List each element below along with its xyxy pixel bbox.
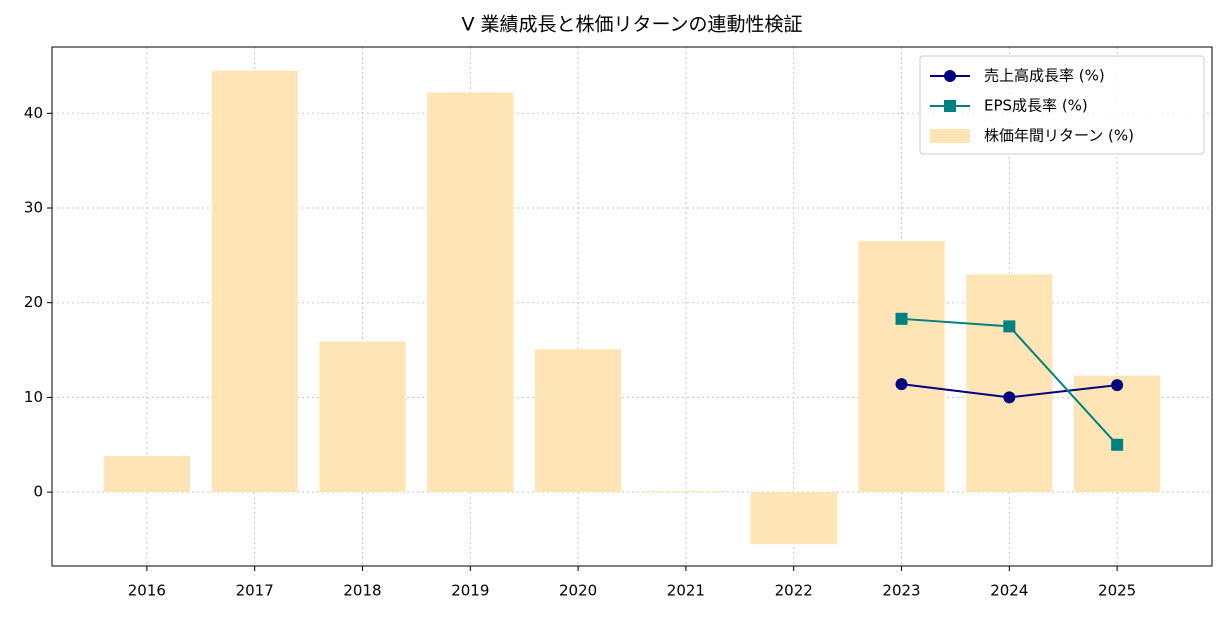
bar — [319, 341, 406, 493]
y-tick-label: 40 — [24, 104, 43, 122]
legend-label: 株価年間リターン (%) — [984, 127, 1134, 145]
y-tick-label: 10 — [24, 388, 43, 406]
x-tick-label: 2018 — [343, 582, 381, 600]
point — [1111, 438, 1124, 451]
legend-marker — [944, 100, 956, 112]
x-tick-label: 2022 — [775, 582, 813, 600]
bar — [750, 492, 837, 545]
point — [1003, 391, 1016, 404]
x-tick-label: 2024 — [990, 582, 1028, 600]
y-tick-label: 20 — [24, 293, 43, 311]
bar — [1074, 375, 1161, 493]
y-tick-label: 30 — [24, 199, 43, 217]
bar — [858, 241, 945, 493]
plot-frame — [51, 46, 1213, 567]
legend-box — [919, 55, 1205, 155]
bar — [534, 349, 622, 493]
bar — [427, 92, 514, 493]
x-tick-label: 2019 — [451, 582, 489, 600]
point — [895, 312, 908, 325]
y-tick-label: 0 — [33, 483, 43, 501]
x-tick-label: 2017 — [236, 582, 274, 600]
x-tick-label: 2021 — [667, 582, 705, 600]
x-tick-label: 2023 — [882, 582, 920, 600]
legend-label: EPS成長率 (%) — [984, 97, 1088, 115]
x-tick-label: 2016 — [128, 582, 166, 600]
legend-swatch — [930, 129, 970, 143]
chart-title: V 業績成長と株価リターンの連動性検証 — [461, 14, 802, 36]
x-tick-label: 2020 — [559, 582, 597, 600]
legend-label: 売上高成長率 (%) — [984, 67, 1105, 85]
bar — [642, 491, 730, 493]
point — [1111, 379, 1124, 392]
bar — [103, 456, 190, 493]
bar — [966, 274, 1053, 493]
legend-marker — [944, 70, 956, 82]
point — [895, 378, 908, 391]
bar — [211, 70, 298, 493]
point — [1003, 320, 1016, 333]
legend: 売上高成長率 (%) EPS成長率 (%) 株価年間リターン (%) — [919, 55, 1205, 155]
x-tick-label: 2025 — [1098, 582, 1136, 600]
